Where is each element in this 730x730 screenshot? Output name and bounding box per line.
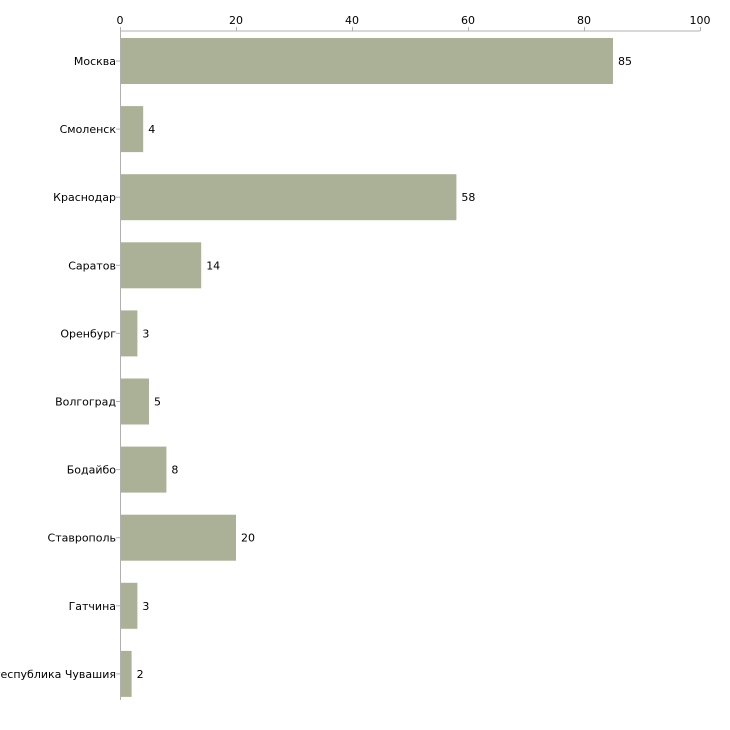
category-label: Гатчина [69, 600, 116, 613]
value-label: 4 [148, 123, 155, 136]
bar [121, 310, 138, 357]
bar [121, 650, 132, 697]
bar [121, 38, 613, 84]
category-label: Москва [74, 55, 116, 68]
x-tick-label: 100 [690, 14, 711, 27]
bar [121, 242, 202, 289]
x-tick-label: 0 [117, 14, 124, 27]
x-tick-label: 20 [229, 14, 243, 27]
x-tick-label: 40 [345, 14, 359, 27]
bar-layer [121, 38, 613, 697]
value-label: 3 [142, 600, 149, 613]
category-label: Волгоград [55, 396, 116, 409]
bar [121, 106, 144, 153]
axis-layer [116, 27, 701, 700]
value-label: 20 [241, 532, 255, 545]
value-label: 14 [206, 259, 220, 272]
value-label: 58 [461, 191, 475, 204]
value-label: 85 [618, 55, 632, 68]
bar [121, 446, 167, 493]
x-tick-label: 80 [577, 14, 591, 27]
category-label: Краснодар [53, 191, 116, 204]
category-label: Саратов [68, 259, 116, 272]
bar [121, 514, 236, 561]
x-tick-label: 60 [461, 14, 475, 27]
value-label: 5 [154, 396, 161, 409]
value-label: 2 [137, 668, 144, 681]
category-label: Смоленск [60, 123, 117, 136]
bar [121, 378, 149, 425]
value-label: 3 [142, 327, 149, 340]
category-label: Оренбург [60, 327, 116, 340]
category-label: Ставрополь [48, 532, 116, 545]
bar [121, 582, 138, 629]
category-label: Бодайбо [67, 464, 117, 477]
value-label: 8 [171, 464, 178, 477]
bar [121, 174, 457, 221]
category-label: Республика Чувашия [0, 668, 116, 681]
